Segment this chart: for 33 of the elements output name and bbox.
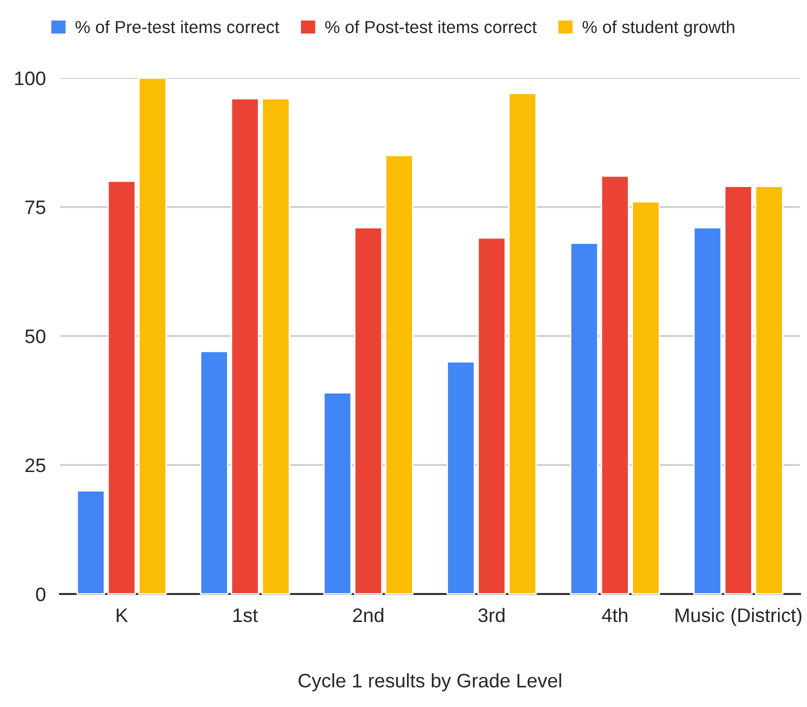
bar: [230, 98, 260, 595]
bar: [600, 175, 630, 595]
legend-label: % of student growth: [582, 20, 734, 37]
y-tick-label: 0: [36, 587, 46, 602]
x-tick-label: 4th: [602, 608, 628, 622]
y-tick-label: 100: [15, 71, 46, 86]
bar: [262, 98, 290, 595]
bar: [724, 186, 753, 595]
x-tick-label: Music (District): [676, 608, 802, 626]
y-tick-label: 50: [25, 329, 46, 344]
x-tick-label: K: [116, 608, 128, 622]
bar: [508, 92, 537, 595]
bar: [446, 361, 476, 595]
bar: [693, 226, 722, 595]
x-tick-label: 3rd: [478, 608, 504, 622]
legend-label: % of Pre-test items correct: [76, 20, 280, 34]
bar: [323, 392, 352, 595]
x-tick-label: 1st: [234, 608, 258, 622]
bar: [200, 350, 228, 595]
bar: [76, 490, 106, 595]
bar: [107, 180, 136, 595]
x-axis-title: Cycle 1 results by Grade Level: [298, 673, 562, 692]
bar: [384, 154, 414, 595]
bar: [477, 237, 506, 595]
x-tick-label: 2nd: [353, 608, 384, 622]
bar: [632, 201, 660, 595]
y-tick-label: 75: [25, 200, 46, 214]
bar: [754, 186, 784, 595]
bar: [570, 242, 598, 595]
bar: [354, 226, 383, 595]
legend-label: % of Post-test items correct: [325, 20, 537, 34]
y-tick-label: 25: [25, 458, 46, 472]
bar: [138, 77, 167, 595]
